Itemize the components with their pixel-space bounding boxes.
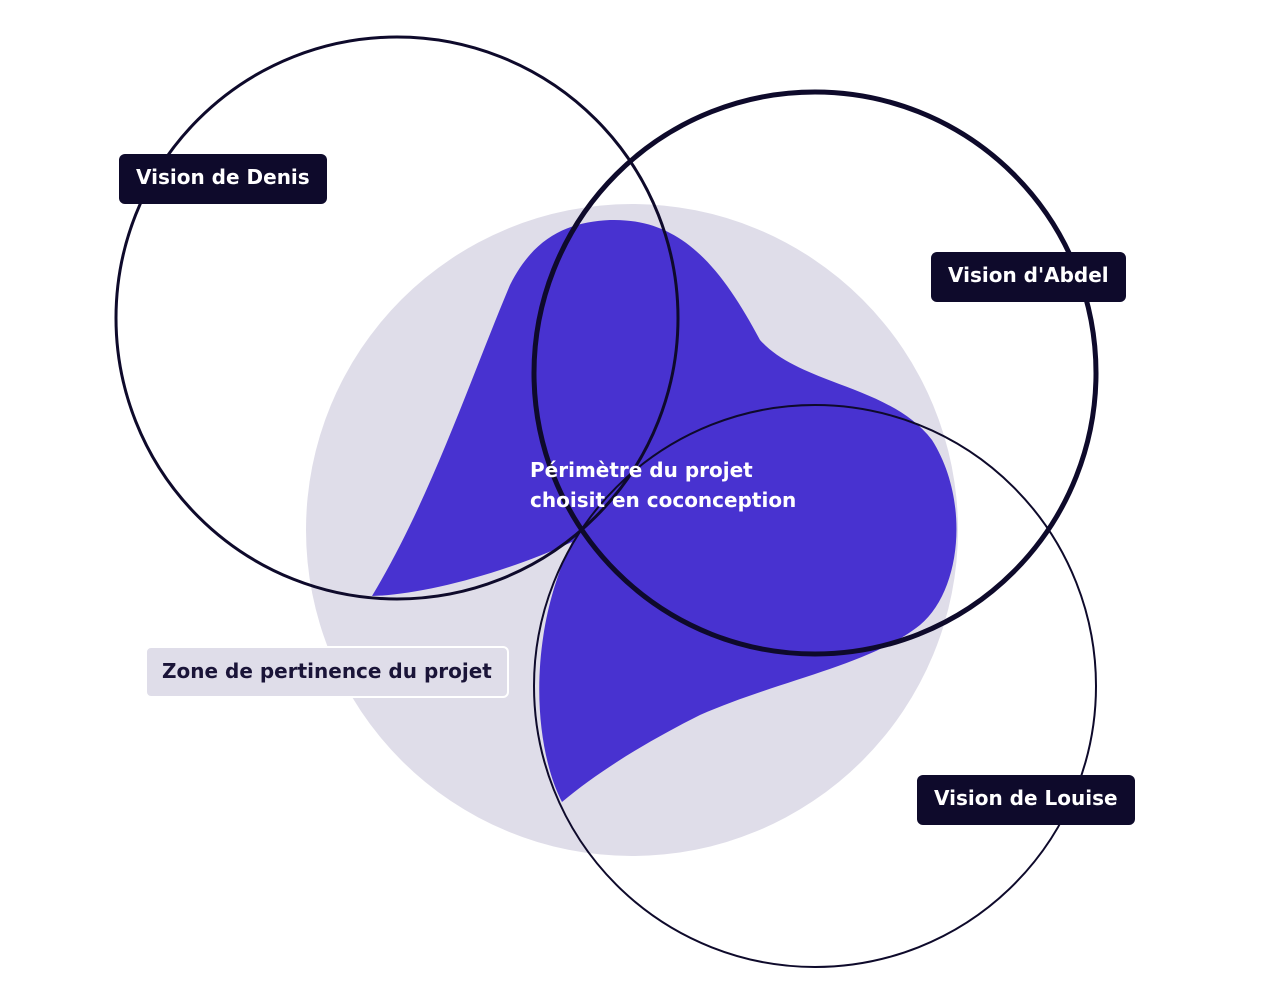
vision-denis-circle	[114, 35, 680, 601]
project-perimeter-line-2: choisit en coconception	[530, 488, 797, 512]
vision-louise-label: Vision de Louise	[917, 775, 1135, 825]
vision-louise-circle	[533, 404, 1097, 968]
project-perimeter-line-1: Périmètre du projet	[530, 458, 753, 482]
vision-abdel-label: Vision d'Abdel	[931, 252, 1126, 302]
project-perimeter-label: Périmètre du projet choisit en coconcept…	[530, 455, 796, 515]
project-perimeter-blob	[372, 219, 957, 802]
relevance-zone-label: Zone de pertinence du projet	[145, 646, 509, 698]
vision-denis-label: Vision de Denis	[119, 154, 327, 204]
vision-abdel-circle	[531, 89, 1099, 657]
